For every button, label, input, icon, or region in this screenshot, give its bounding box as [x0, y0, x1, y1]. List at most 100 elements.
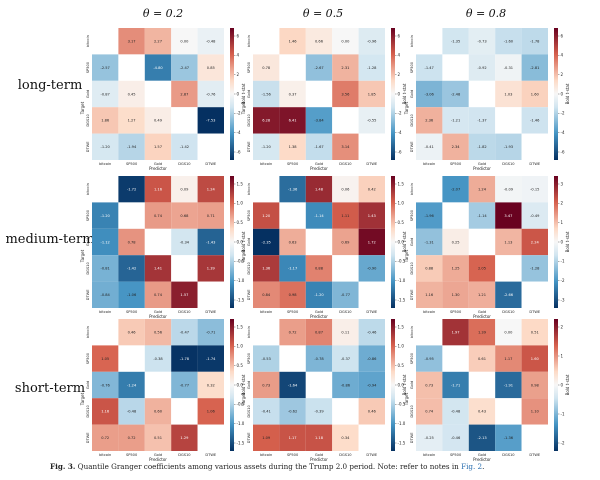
- colorbar-tick-label: 0.5: [398, 363, 405, 368]
- colorbar-label: Bold t-stat: [565, 374, 570, 395]
- y-tick-label: DTWE: [410, 289, 414, 301]
- column-title-theta-2: θ = 0.5: [303, 7, 343, 20]
- heatmap-cell: [305, 133, 333, 160]
- heatmap-cell-value: -2.81: [530, 66, 539, 70]
- heatmap-cell-value: -0.48: [206, 40, 216, 44]
- heatmap-cell-value: 2.27: [154, 40, 162, 44]
- heatmap-cell: [358, 80, 385, 108]
- heatmap-cell: [442, 176, 469, 203]
- heatmap-cell: [197, 371, 224, 399]
- heatmap-cell: [118, 176, 145, 203]
- heatmap-cell: [253, 228, 280, 256]
- heatmap-cell: [442, 28, 469, 55]
- heatmap-cell: [144, 319, 172, 346]
- heatmap-cell-value: -1.94: [127, 145, 137, 149]
- heatmap-cell-value: -1.78: [530, 40, 540, 44]
- heatmap-empty-cell: [92, 176, 119, 203]
- heatmap-cell: [332, 281, 359, 308]
- heatmap-cell: [416, 133, 443, 160]
- heatmap-empty-cell: [468, 228, 496, 256]
- colorbar-tick-label: -1.5: [398, 297, 406, 302]
- heatmap-cell: [279, 107, 306, 134]
- heatmap-cell-value: -0.41: [425, 145, 434, 149]
- x-axis-label: Predictor: [149, 457, 167, 462]
- heatmap-cell-value: 0.34: [341, 436, 350, 440]
- x-tick-label: Gold: [315, 453, 323, 457]
- y-axis-label: Target: [80, 101, 85, 115]
- heatmap-cell: [305, 319, 333, 346]
- heatmap-cell: [144, 424, 172, 451]
- heatmap-cell-value: -1.17: [288, 267, 297, 271]
- heatmap-cell-value: -0.15: [530, 188, 539, 192]
- colorbar-tick-label: 0.5: [398, 220, 405, 225]
- heatmap-cell: [92, 228, 119, 256]
- heatmap-cell: [332, 54, 359, 81]
- heatmap-cell: [468, 398, 496, 425]
- heatmap-cell-value: -0.38: [153, 357, 163, 361]
- heatmap-cell-value: 6.28: [262, 119, 271, 123]
- heatmap-cell-value: 1.27: [128, 119, 136, 123]
- heatmap-cell-value: 0.63: [289, 240, 297, 244]
- heatmap-cell: [171, 228, 198, 256]
- caption-figure-link[interactable]: Fig. 2: [461, 462, 483, 471]
- x-axis-label: Predictor: [310, 166, 328, 171]
- heatmap-cell: [92, 133, 119, 160]
- heatmap-panel-long-term-2: 1.46 0.66 0.00 -0.96 0.78 -2.67 2.31 -1.28 -1.56…: [241, 28, 407, 171]
- heatmap-cell: [118, 255, 145, 282]
- heatmap-cell-value: -0.76: [206, 92, 216, 96]
- heatmap-cell: [279, 398, 306, 425]
- colorbar-tick-label: 6: [237, 33, 240, 38]
- x-tick-label: SP500: [450, 162, 462, 166]
- x-axis-label: Predictor: [310, 314, 328, 319]
- y-axis-label: Target: [404, 101, 409, 115]
- colorbar-tick-label: 1.0: [398, 201, 405, 206]
- colorbar-tick-label: 1.0: [237, 201, 244, 206]
- x-tick-label: bitcoin: [260, 310, 272, 314]
- heatmap-cell: [197, 228, 224, 256]
- y-tick-label: bitcoin: [410, 35, 414, 47]
- heatmap-empty-cell: [171, 107, 198, 134]
- x-tick-label: SP500: [287, 453, 299, 457]
- heatmap-cell-value: 0.78: [262, 66, 271, 70]
- heatmap-cell-value: -0.95: [425, 357, 434, 361]
- heatmap-cell: [521, 176, 548, 203]
- heatmap-cell: [495, 281, 522, 308]
- heatmap-panel-short-term-1: 0.46 0.56 -0.47 -0.71 1.05 -0.38 -1.78 -1.74 -0.…: [80, 319, 246, 462]
- x-tick-label: DGS10: [178, 162, 191, 166]
- heatmap-cell: [92, 255, 119, 282]
- heatmap-cell: [468, 176, 496, 203]
- heatmap-cell: [332, 345, 359, 372]
- colorbar: [554, 176, 558, 308]
- heatmap-empty-cell: [197, 424, 224, 451]
- heatmap-cell: [521, 54, 548, 81]
- heatmap-empty-cell: [253, 319, 280, 346]
- heatmap-cell-value: 1.17: [504, 357, 512, 361]
- heatmap-cell: [92, 281, 119, 308]
- heatmap-cell-value: -0.71: [206, 331, 215, 335]
- colorbar-tick-label: -0.5: [398, 402, 406, 407]
- heatmap-cell: [197, 202, 224, 229]
- heatmap-panel-medium-term-3: -2.07 1.24 -0.09 -0.15 -1.96 -1.14 3.47 -0.49 -1…: [404, 176, 570, 319]
- heatmap-empty-cell: [305, 228, 333, 256]
- heatmap-cell-value: -1.28: [367, 66, 377, 70]
- heatmap-cell-value: -0.84: [101, 293, 111, 297]
- heatmap-cell-value: 0.46: [128, 331, 137, 335]
- heatmap-cell: [118, 228, 145, 256]
- x-tick-label: bitcoin: [99, 162, 111, 166]
- heatmap-cell-value: 0.49: [154, 119, 163, 123]
- heatmap-cell-value: -0.48: [127, 410, 137, 414]
- heatmap-cell: [253, 80, 280, 108]
- heatmap-cell: [442, 319, 469, 346]
- heatmap-cell-value: 1.46: [289, 40, 298, 44]
- y-tick-label: DTWE: [410, 432, 414, 444]
- heatmap-cell-value: -1.71: [451, 383, 460, 387]
- heatmap-cell-value: 1.11: [341, 214, 349, 218]
- heatmap-cell-value: 0.72: [289, 331, 297, 335]
- colorbar-tick-label: 0: [561, 91, 564, 96]
- heatmap-cell-value: 1.57: [154, 145, 162, 149]
- heatmap-panel-short-term-2: 0.72 0.87 0.11 -0.46 -0.53 -0.78 -0.37 -0.86 0.7…: [241, 319, 407, 462]
- x-tick-label: Gold: [478, 310, 486, 314]
- heatmap-cell-value: 1.05: [101, 357, 109, 361]
- heatmap-cell: [521, 398, 548, 425]
- x-tick-label: DGS10: [178, 453, 191, 457]
